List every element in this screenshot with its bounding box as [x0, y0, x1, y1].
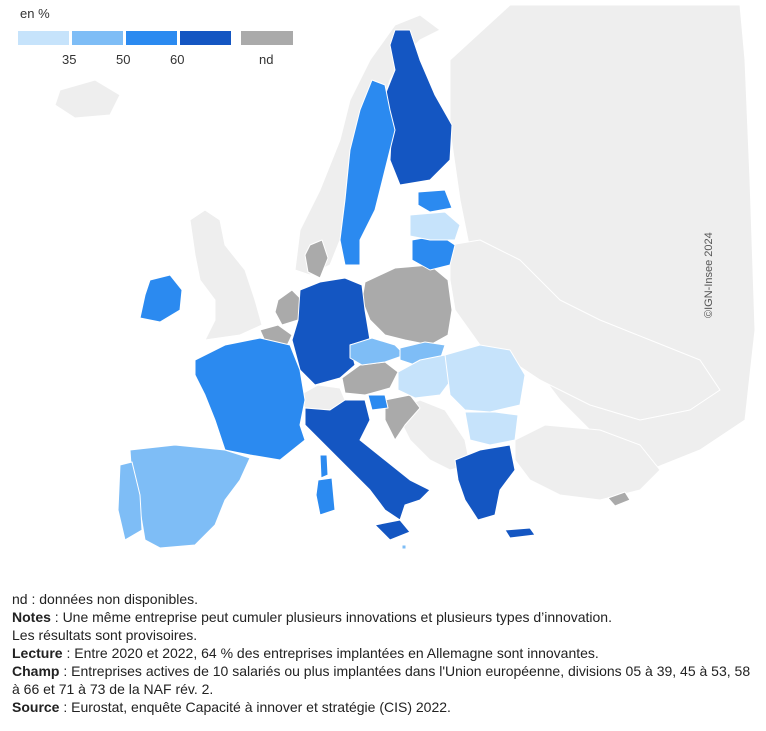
corsica: [319, 454, 329, 479]
sweden: [339, 79, 396, 266]
spain: [129, 444, 251, 549]
lecture-label: Lecture: [12, 645, 63, 661]
lecture-text: : Entre 2020 et 2022, 64 % des entrepris…: [62, 645, 599, 661]
bulgaria: [464, 411, 519, 446]
sardinia: [315, 477, 336, 516]
notes-label: Notes: [12, 609, 51, 625]
italy: [304, 399, 431, 521]
finland: [384, 29, 453, 186]
legend-swatch-35-50: [72, 31, 123, 45]
lecture-line: Lecture : Entre 2020 et 2022, 64 % des e…: [12, 644, 760, 662]
europe-map: [54, 4, 756, 550]
latvia: [409, 211, 461, 241]
czechia: [349, 337, 406, 366]
iceland: [54, 79, 121, 119]
greece: [454, 444, 516, 521]
malta: [401, 544, 407, 550]
legend-swatch-50-60: [126, 31, 177, 45]
crete: [504, 527, 536, 539]
hungary: [397, 354, 456, 399]
source-label: Source: [12, 699, 60, 715]
portugal: [117, 461, 143, 541]
legend-swatch-nd: [241, 31, 293, 45]
source-text: : Eurostat, enquête Capacité à innover e…: [59, 699, 451, 715]
poland: [361, 264, 453, 346]
notes-block: nd : données non disponibles. Notes : Un…: [12, 590, 760, 716]
legend-tick-35: 35: [62, 52, 77, 67]
notes-text: : Une même entreprise peut cumuler plusi…: [50, 609, 612, 625]
champ-text: : Entreprises actives de 10 salariés ou …: [12, 663, 751, 697]
ireland: [139, 274, 183, 323]
united-kingdom: [189, 209, 263, 341]
estonia: [417, 189, 453, 213]
slovenia: [367, 394, 389, 411]
sicily: [374, 519, 411, 541]
turkey: [514, 424, 661, 501]
belarus-ukraine: [449, 239, 721, 421]
credit: ©IGN-Insee 2024: [703, 232, 715, 318]
denmark: [304, 239, 329, 279]
legend-tick-50: 50: [116, 52, 131, 67]
notes-line-2: Les résultats sont provisoires.: [12, 627, 198, 643]
legend-tick-60: 60: [170, 52, 185, 67]
legend-tick-nd: nd: [259, 52, 274, 67]
romania: [444, 344, 526, 413]
champ-line: Champ : Entreprises actives de 10 salari…: [12, 662, 760, 698]
legend-title: en %: [20, 6, 50, 21]
cyprus: [607, 491, 631, 507]
france: [194, 337, 306, 461]
nd-line: nd : données non disponibles.: [12, 591, 199, 607]
champ-label: Champ: [12, 663, 60, 679]
legend-swatch-below-35: [18, 31, 69, 45]
legend-swatch-above-60: [180, 31, 231, 45]
source-line: Source : Eurostat, enquête Capacité à in…: [12, 698, 760, 716]
notes-line: Notes : Une même entreprise peut cumuler…: [12, 608, 760, 626]
